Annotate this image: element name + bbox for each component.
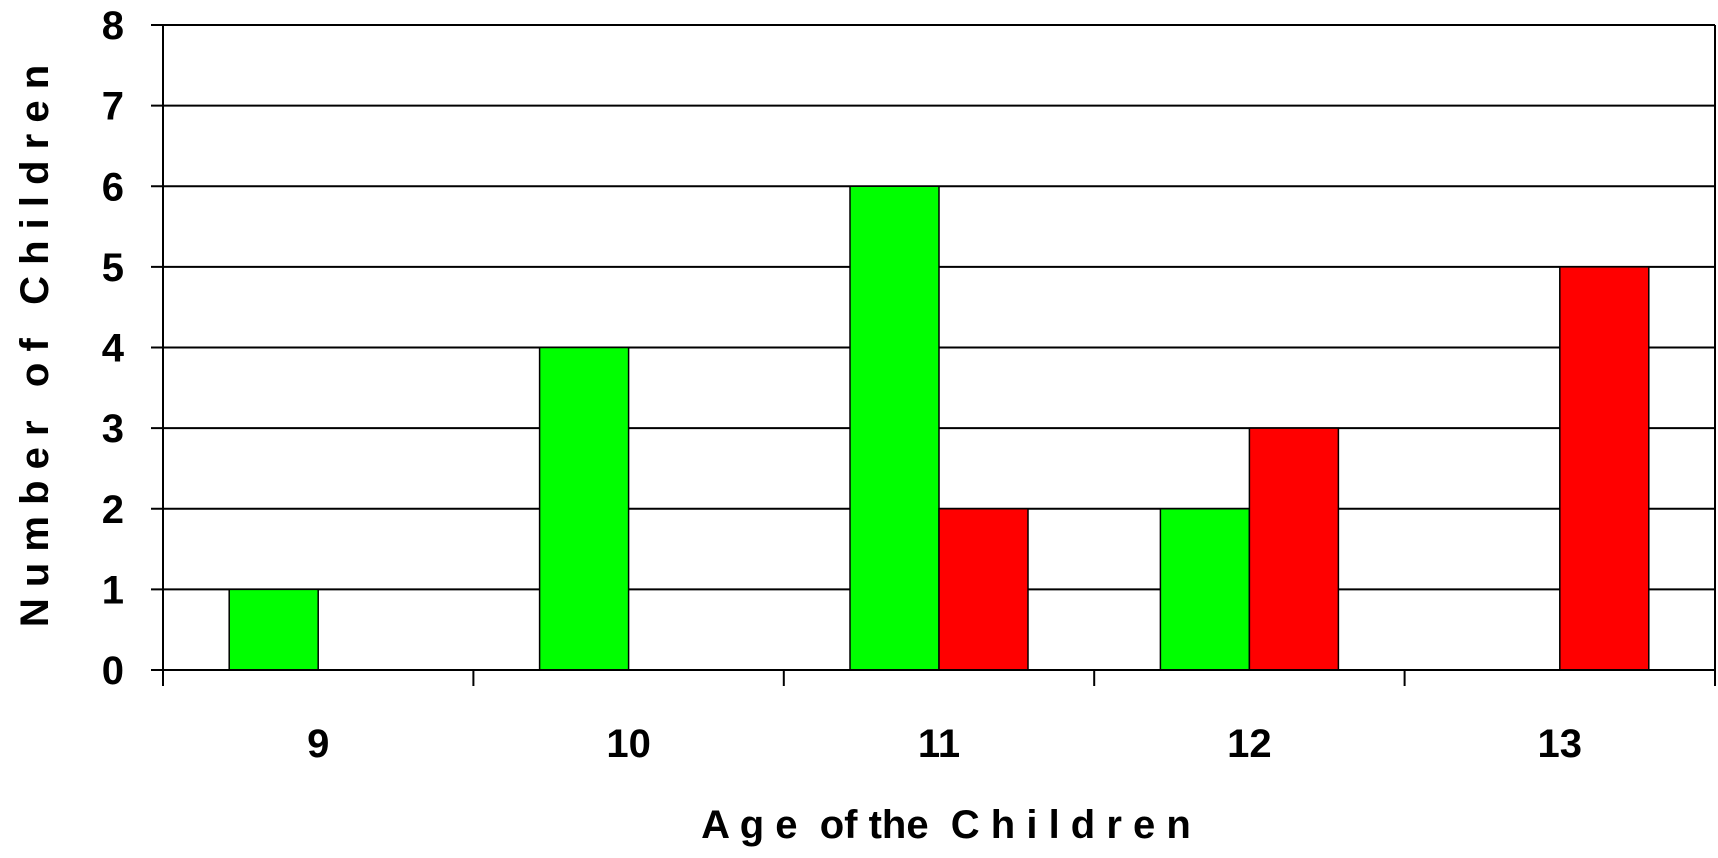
x-tick-label: 11 [918,722,960,766]
bar [938,508,1029,671]
y-axis-title: N u m b e r o f C h i l d r e n [13,65,57,627]
y-tick-label: 2 [102,488,124,532]
bar [538,346,630,671]
bar [1559,266,1650,671]
y-tick-label: 8 [102,4,124,48]
y-tick-labels: 0 1 2 3 4 5 6 7 8 [102,4,125,693]
y-tick-label: 7 [102,85,124,129]
x-tick-labels: 9 10 11 12 13 [307,722,1582,766]
bar [1159,508,1251,671]
y-tick-label: 5 [102,246,124,290]
y-tick-label: 4 [102,327,125,371]
x-tick-label: 13 [1538,722,1583,766]
bar [228,588,319,671]
y-tick-label: 1 [102,568,124,612]
x-tick-label: 9 [307,722,329,766]
bar [1248,427,1340,671]
bar [849,185,940,671]
axes [151,24,1716,686]
x-axis-title: A g e of the C h i l d r e n [701,803,1191,847]
y-tick-label: 6 [102,165,124,209]
y-tick-label: 3 [102,407,124,451]
x-tick-label: 10 [606,722,651,766]
x-tick-label: 12 [1227,722,1272,766]
y-tick-label: 0 [102,649,124,693]
bars [228,185,1650,671]
